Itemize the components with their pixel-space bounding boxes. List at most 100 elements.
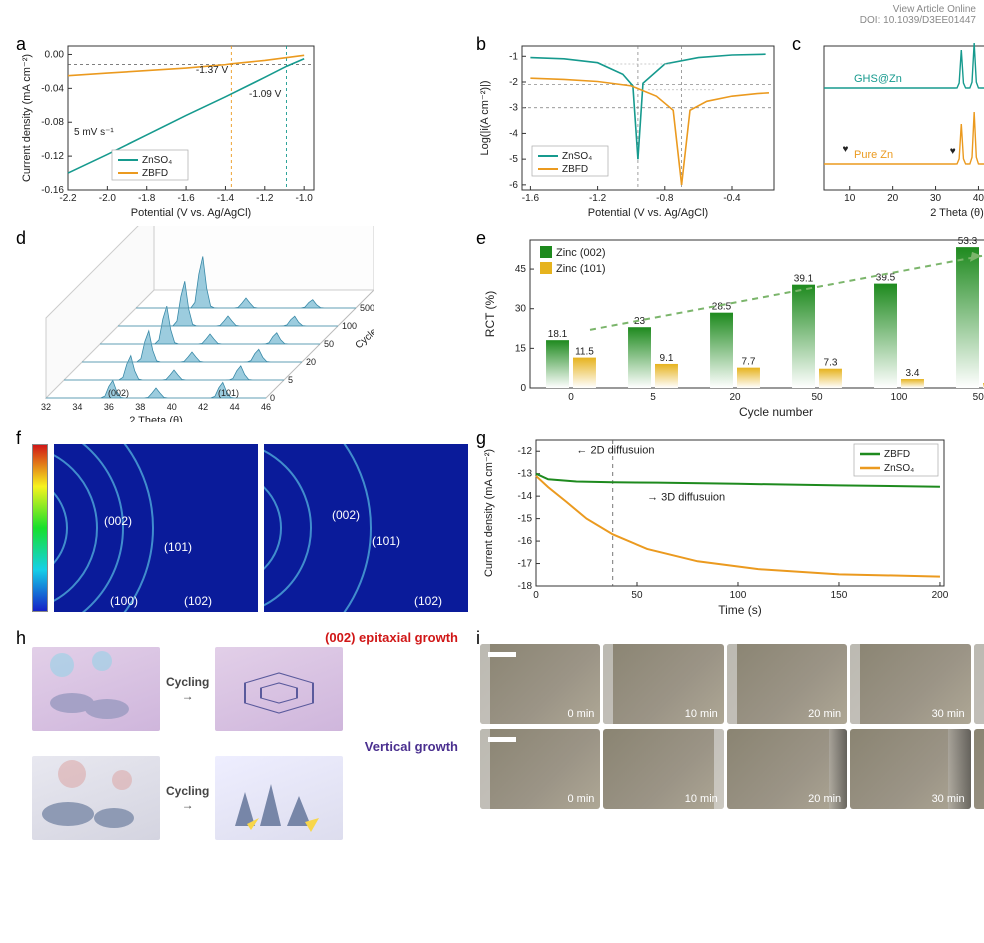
panel-label-d: d bbox=[16, 228, 26, 249]
svg-text:-0.08: -0.08 bbox=[41, 117, 64, 128]
svg-text:42: 42 bbox=[198, 402, 208, 412]
svg-text:-1.2: -1.2 bbox=[256, 193, 274, 204]
svg-text:-1.6: -1.6 bbox=[177, 193, 195, 204]
svg-text:34: 34 bbox=[72, 402, 82, 412]
svg-text:-0.16: -0.16 bbox=[41, 185, 64, 196]
svg-text:-2: -2 bbox=[509, 77, 518, 88]
svg-text:-0.04: -0.04 bbox=[41, 83, 64, 94]
svg-text:GHS@Zn: GHS@Zn bbox=[854, 73, 902, 85]
panel-label-e: e bbox=[476, 228, 486, 249]
svg-text:45: 45 bbox=[515, 264, 527, 275]
svg-text:0.00: 0.00 bbox=[45, 49, 65, 60]
panel-label-c: c bbox=[792, 34, 801, 55]
svg-text:-1.09 V: -1.09 V bbox=[249, 89, 282, 100]
svg-text:15: 15 bbox=[515, 343, 527, 354]
svg-text:(101): (101) bbox=[218, 388, 239, 398]
svg-text:ZBFD: ZBFD bbox=[142, 168, 168, 179]
optical-frame: 20 min bbox=[727, 729, 847, 809]
svg-text:-17: -17 bbox=[518, 559, 533, 570]
panel-d: d 05205010050032343638404244462 Theta (θ… bbox=[14, 226, 468, 422]
page-header: View Article Online DOI: 10.1039/D3EE014… bbox=[0, 0, 984, 28]
svg-text:53.3: 53.3 bbox=[958, 236, 978, 247]
svg-text:50: 50 bbox=[631, 590, 643, 601]
svg-text:Cycle number: Cycle number bbox=[739, 405, 813, 419]
svg-text:-16: -16 bbox=[518, 536, 533, 547]
h-schematic-bot-right bbox=[215, 756, 343, 840]
svg-text:-18: -18 bbox=[518, 581, 533, 592]
svg-text:150: 150 bbox=[831, 590, 848, 601]
figure-grid: a -2.2-2.0-1.8-1.6-1.4-1.2-1.00.00-0.04-… bbox=[0, 28, 984, 858]
svg-text:0: 0 bbox=[533, 590, 539, 601]
svg-text:39.1: 39.1 bbox=[794, 274, 814, 285]
h-schematic-top-left bbox=[32, 647, 160, 731]
svg-text:Zinc (101): Zinc (101) bbox=[556, 263, 606, 275]
svg-text:50: 50 bbox=[324, 339, 334, 349]
h-schematic-top-right bbox=[215, 647, 343, 731]
svg-text:20: 20 bbox=[887, 193, 899, 204]
h-arrow-bot: Cycling → bbox=[166, 784, 209, 812]
diffraction-image-right: (002)(101)(102) bbox=[264, 444, 468, 612]
optical-frame: 30 min bbox=[850, 729, 970, 809]
svg-text:100: 100 bbox=[891, 392, 908, 403]
svg-text:100: 100 bbox=[342, 321, 357, 331]
panel-label-a: a bbox=[16, 34, 26, 55]
svg-text:-4: -4 bbox=[509, 128, 518, 139]
svg-text:-1.6: -1.6 bbox=[522, 193, 540, 204]
svg-text:-6: -6 bbox=[509, 180, 518, 191]
svg-text:-1.4: -1.4 bbox=[217, 193, 235, 204]
svg-text:-2.0: -2.0 bbox=[99, 193, 117, 204]
panel-b: b -1.6-1.2-0.8-0.4-1-2-3-4-5-6Potential … bbox=[474, 32, 784, 222]
panel-label-f: f bbox=[16, 428, 21, 449]
svg-text:30: 30 bbox=[930, 193, 942, 204]
svg-text:500: 500 bbox=[360, 303, 374, 313]
svg-text:40: 40 bbox=[167, 402, 177, 412]
svg-text:9.1: 9.1 bbox=[660, 353, 674, 364]
optical-frame: 40 min bbox=[974, 644, 984, 724]
svg-text:Log(|i(A cm⁻²)|): Log(|i(A cm⁻²)|) bbox=[479, 80, 491, 155]
svg-text:-1: -1 bbox=[509, 51, 518, 62]
svg-text:→ 3D diffusuion: → 3D diffusuion bbox=[647, 492, 725, 504]
svg-text:RCT (%): RCT (%) bbox=[483, 291, 497, 337]
svg-text:0: 0 bbox=[568, 392, 574, 403]
svg-text:5: 5 bbox=[650, 392, 656, 403]
svg-text:ZnSO₄: ZnSO₄ bbox=[562, 151, 592, 162]
h-arrow-top: Cycling → bbox=[166, 675, 209, 703]
svg-text:5: 5 bbox=[288, 375, 293, 385]
svg-text:Potential (V vs. Ag/AgCl): Potential (V vs. Ag/AgCl) bbox=[131, 207, 251, 219]
panel-h: h (002) epitaxial growth Cycling → bbox=[14, 626, 468, 848]
svg-text:-5: -5 bbox=[509, 154, 518, 165]
diffraction-image-left: (002)(101)(100)(102) bbox=[54, 444, 258, 612]
svg-text:-1.0: -1.0 bbox=[296, 193, 314, 204]
svg-text:30: 30 bbox=[515, 304, 527, 315]
panel-c: c 1020304050602 Theta (θ)♥ Zn₄SO₄(OH)₆·x… bbox=[790, 32, 984, 222]
svg-text:-1.37 V: -1.37 V bbox=[196, 65, 229, 76]
svg-text:46: 46 bbox=[261, 402, 271, 412]
h-top-title: (002) epitaxial growth bbox=[32, 630, 458, 645]
chart-c: 1020304050602 Theta (θ)♥ Zn₄SO₄(OH)₆·xH₂… bbox=[790, 32, 984, 222]
optical-frame: 0 min bbox=[480, 644, 600, 724]
panel-label-g: g bbox=[476, 428, 486, 449]
header-line2: DOI: 10.1039/D3EE01447 bbox=[8, 15, 976, 26]
svg-text:ZBFD: ZBFD bbox=[562, 164, 588, 175]
h-bottom-title: Vertical growth bbox=[32, 739, 458, 754]
svg-text:2 Theta (θ): 2 Theta (θ) bbox=[930, 207, 984, 219]
svg-text:36: 36 bbox=[104, 402, 114, 412]
svg-text:-0.4: -0.4 bbox=[723, 193, 741, 204]
svg-text:10: 10 bbox=[844, 193, 856, 204]
svg-text:-14: -14 bbox=[518, 491, 533, 502]
svg-text:0: 0 bbox=[520, 383, 526, 394]
svg-text:2 Theta (θ): 2 Theta (θ) bbox=[129, 415, 183, 422]
h-schematic-bot-left bbox=[32, 756, 160, 840]
optical-frame: 10 min bbox=[603, 729, 723, 809]
svg-text:-0.8: -0.8 bbox=[656, 193, 674, 204]
svg-text:44: 44 bbox=[230, 402, 240, 412]
chart-b: -1.6-1.2-0.8-0.4-1-2-3-4-5-6Potential (V… bbox=[474, 32, 784, 222]
h-arrow-label-bot: Cycling bbox=[166, 784, 209, 798]
svg-text:7.7: 7.7 bbox=[742, 357, 756, 368]
chart-g: 050100150200-12-13-14-15-16-17-18Time (s… bbox=[474, 426, 954, 622]
svg-text:11.5: 11.5 bbox=[575, 347, 594, 358]
svg-text:Pure Zn: Pure Zn bbox=[854, 149, 893, 161]
optical-frame: 0 min bbox=[480, 729, 600, 809]
chart-a: -2.2-2.0-1.8-1.6-1.4-1.2-1.00.00-0.04-0.… bbox=[14, 32, 324, 222]
svg-text:Time (s): Time (s) bbox=[718, 603, 762, 617]
